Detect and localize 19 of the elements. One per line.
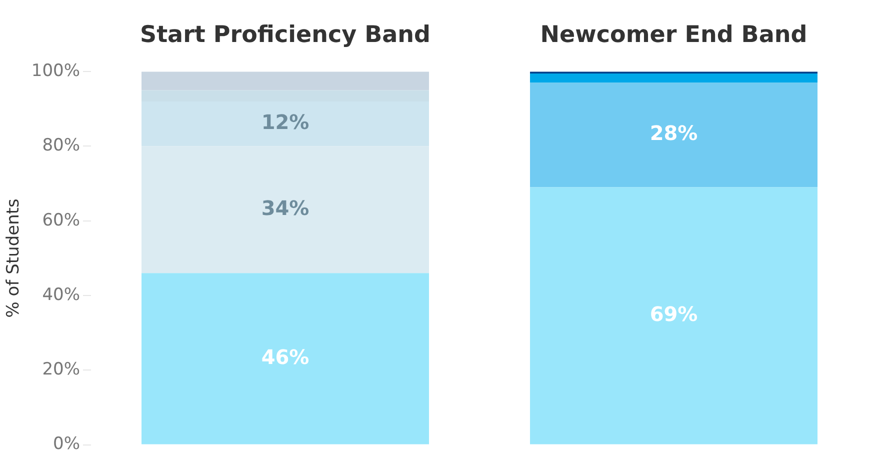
- data-label: 46%: [261, 344, 310, 369]
- data-label: 28%: [650, 121, 698, 146]
- bar: [142, 273, 429, 444]
- y-tick-label: 100%: [31, 61, 80, 82]
- y-axis-title: % of Students: [4, 198, 24, 318]
- bar: [142, 146, 429, 274]
- x-tick-label: Start Proficiency Band: [140, 22, 430, 48]
- bar: [530, 187, 818, 444]
- y-tick-label: 80%: [42, 136, 80, 156]
- x-tick-label: Newcomer End Band: [540, 22, 808, 48]
- data-label: 12%: [261, 110, 310, 134]
- y-tick-label: 60%: [42, 210, 80, 230]
- y-tick-label: 20%: [42, 360, 80, 380]
- bar: [530, 82, 818, 188]
- data-label: 69%: [650, 302, 698, 326]
- data-label: 34%: [261, 196, 310, 220]
- bar: [530, 73, 818, 83]
- y-tick-label: 0%: [53, 434, 80, 454]
- y-tick-label: 40%: [42, 284, 80, 305]
